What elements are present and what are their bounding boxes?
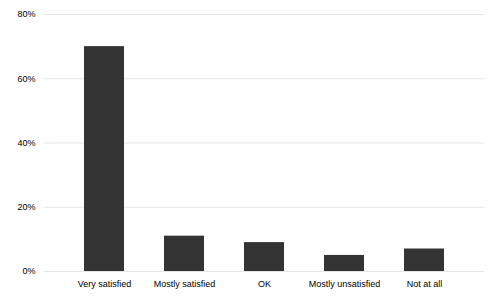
svg-text:Mostly unsatisfied: Mostly unsatisfied: [309, 279, 381, 289]
svg-text:Not at all: Not at all: [407, 279, 443, 289]
svg-text:Mostly satisfied: Mostly satisfied: [154, 279, 216, 289]
svg-text:Very satisfied: Very satisfied: [78, 279, 132, 289]
svg-text:60%: 60%: [17, 74, 35, 84]
svg-text:80%: 80%: [17, 9, 35, 19]
svg-text:20%: 20%: [17, 202, 35, 212]
svg-text:OK: OK: [258, 279, 271, 289]
svg-text:40%: 40%: [17, 138, 35, 148]
svg-text:0%: 0%: [22, 266, 35, 276]
